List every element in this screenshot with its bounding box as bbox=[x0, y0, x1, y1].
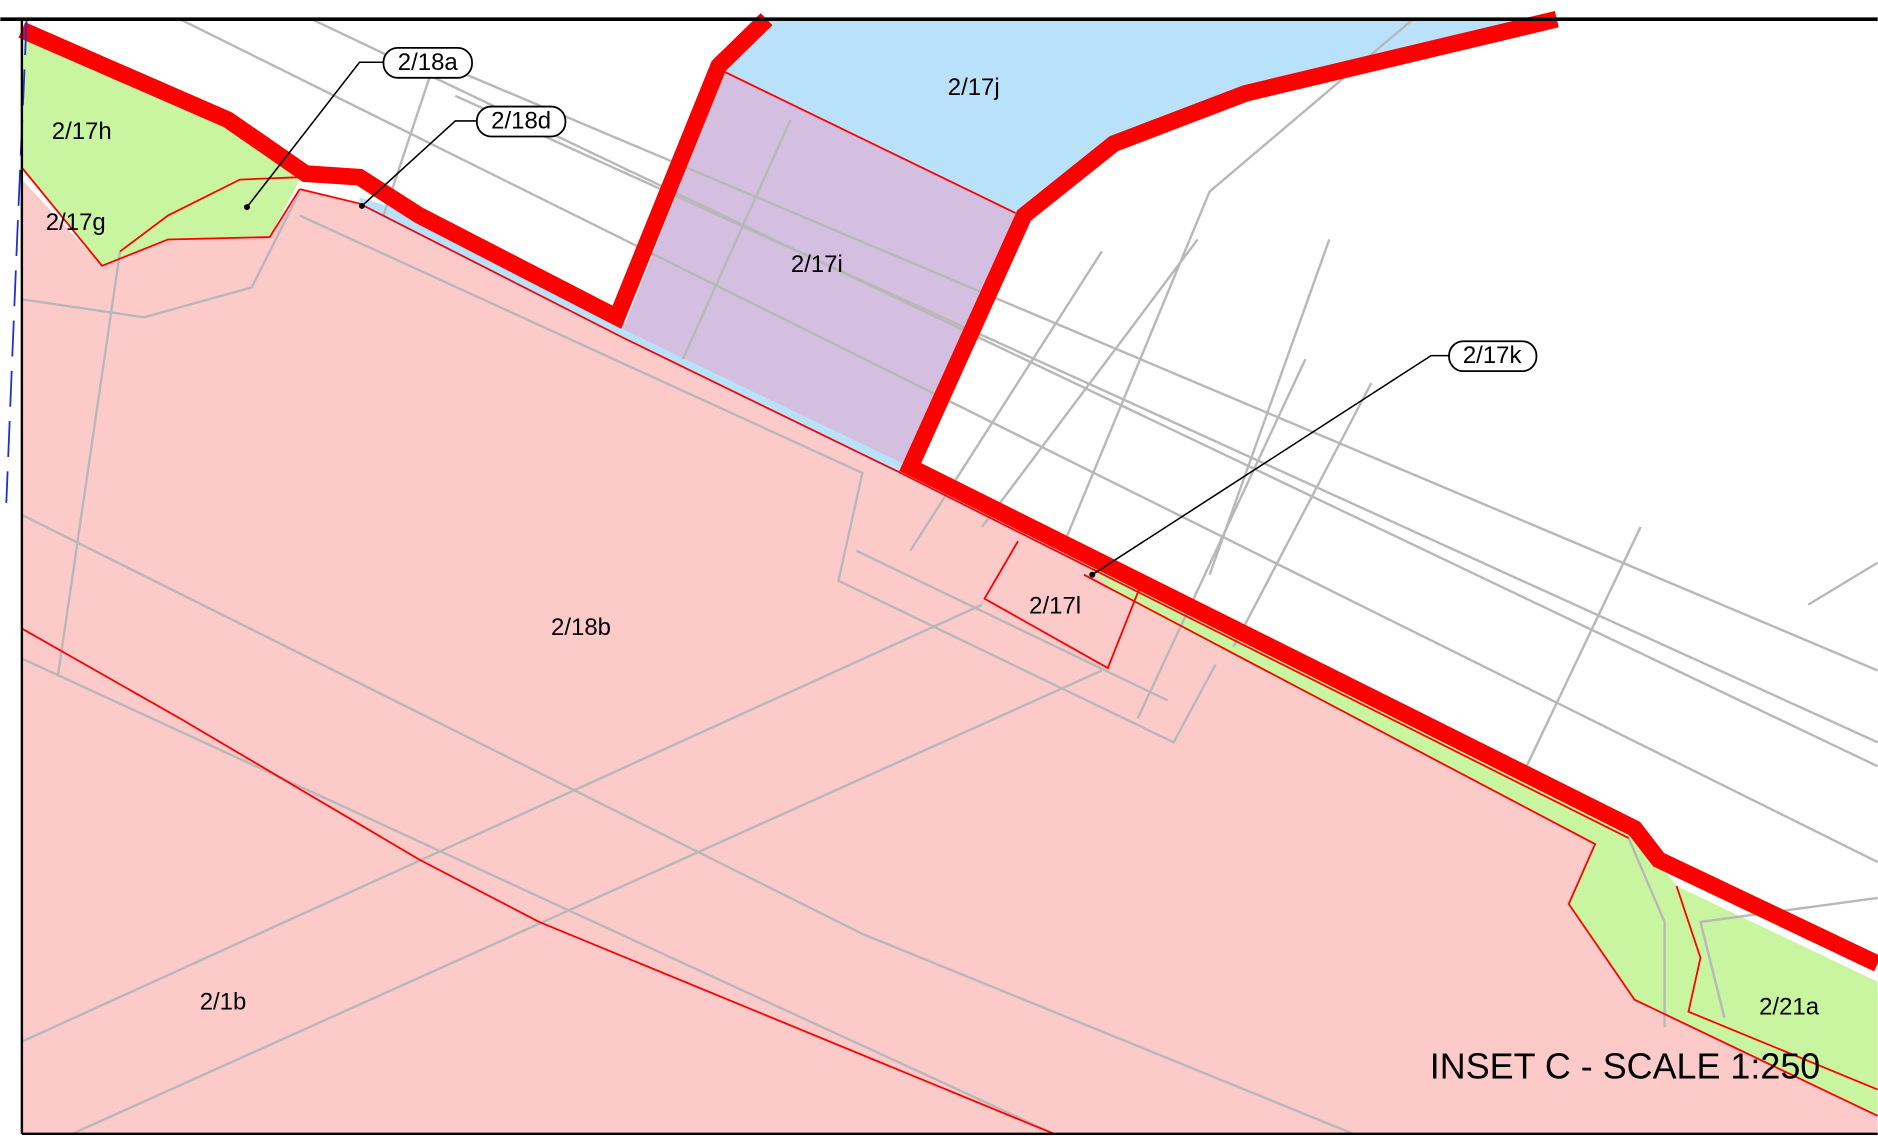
blue-dashed-line bbox=[5, 19, 28, 503]
callout-label: 2/18d bbox=[491, 107, 551, 134]
grey-lines bbox=[21, 18, 1878, 1135]
parcel-label: 2/17i bbox=[791, 251, 843, 278]
parcel-purple bbox=[622, 71, 1016, 467]
callout-label: 2/18a bbox=[398, 49, 459, 76]
red-boundaries bbox=[21, 71, 1878, 1135]
parcel-label: 2/17l bbox=[1029, 592, 1081, 619]
callout-label: 2/17k bbox=[1463, 342, 1522, 369]
parcel-label: 2/17h bbox=[52, 118, 112, 145]
inset-title: INSET C - SCALE 1:250 bbox=[1430, 1046, 1820, 1087]
parcel-green-strip bbox=[1083, 562, 1878, 1116]
parcel-green-h bbox=[21, 29, 300, 266]
callout: 2/18a bbox=[243, 46, 473, 211]
parcel-pink bbox=[21, 179, 1878, 1134]
parcel-label: 2/18b bbox=[551, 614, 611, 641]
parcel-label: 2/17g bbox=[46, 209, 106, 236]
thick-boundary bbox=[899, 11, 1878, 972]
parcel-blue-strip bbox=[359, 197, 911, 475]
parcel-label: 2/1b bbox=[200, 989, 247, 1016]
parcel-label: 2/21a bbox=[1759, 993, 1820, 1020]
callout: 2/18d bbox=[358, 105, 567, 209]
callout: 2/17k bbox=[1089, 340, 1538, 578]
parcel-label: 2/17j bbox=[948, 74, 1000, 101]
thick-boundary bbox=[18, 13, 773, 329]
